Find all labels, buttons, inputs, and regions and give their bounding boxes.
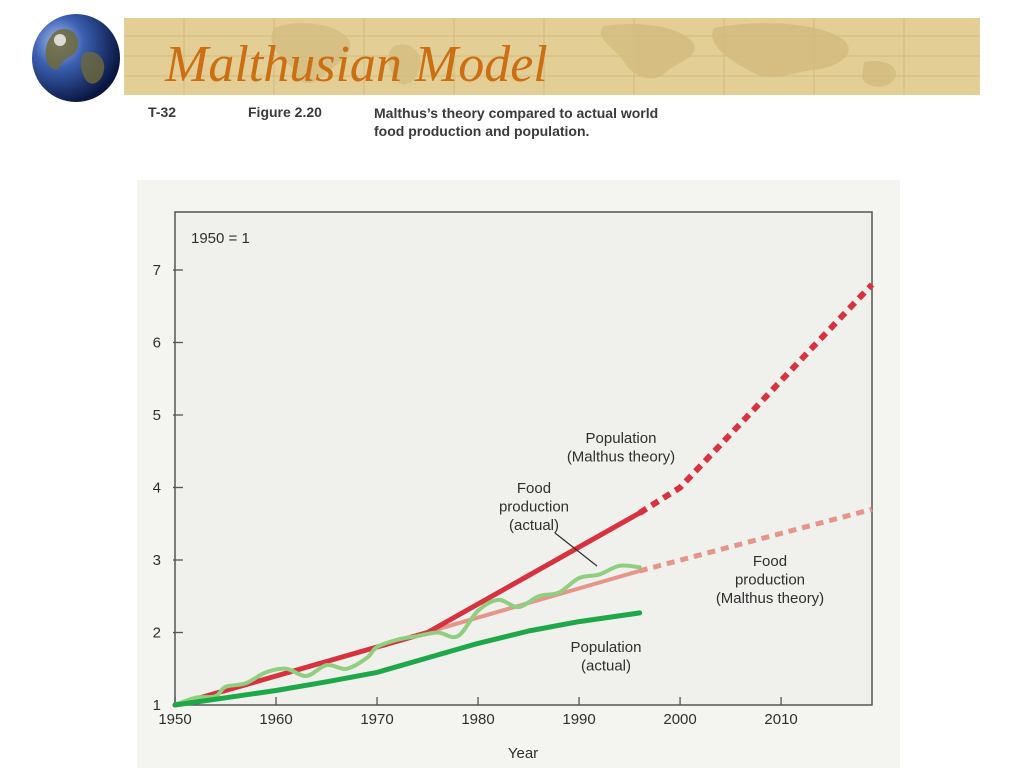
x-tick-label: 1960 bbox=[259, 711, 292, 728]
x-tick-label: 1990 bbox=[562, 711, 595, 728]
x-tick-label: 2000 bbox=[663, 711, 696, 728]
y-tick-label: 2 bbox=[153, 625, 161, 642]
plot-area bbox=[174, 211, 873, 706]
y-tick-label: 7 bbox=[153, 262, 161, 279]
series-label-line: Food bbox=[753, 553, 787, 570]
series-label-line: Population bbox=[571, 639, 642, 656]
x-tick-label: 1950 bbox=[158, 711, 191, 728]
series-projection-food_malthus bbox=[639, 506, 873, 574]
series-label-population_malthus: Population (Malthus theory) bbox=[567, 430, 675, 466]
y-tick-label: 3 bbox=[153, 552, 161, 569]
series-label-line: Population bbox=[586, 430, 657, 447]
figure-caption: Malthus’s theory compared to actual worl… bbox=[374, 104, 658, 140]
series-label-line: production bbox=[499, 499, 569, 516]
series-label-food_actual: Food production (actual) bbox=[499, 480, 569, 534]
x-tick-label: 2010 bbox=[764, 711, 797, 728]
series-projection-population_malthus bbox=[638, 282, 875, 516]
world-map-backdrop bbox=[124, 18, 980, 95]
y-tick-label: 1 bbox=[153, 697, 161, 714]
plot-note: 1950 = 1 bbox=[191, 230, 250, 247]
food-actual-leader-line bbox=[554, 532, 598, 567]
figure-number: Figure 2.20 bbox=[248, 104, 322, 120]
series-line-population_actual bbox=[172, 610, 643, 708]
series-label-line: (Malthus theory) bbox=[716, 590, 824, 607]
figure-code: T-32 bbox=[148, 104, 177, 120]
y-tick-label: 6 bbox=[153, 335, 161, 352]
series-line-food_actual bbox=[173, 563, 642, 707]
x-axis-label: Year bbox=[508, 745, 538, 762]
series-label-line: (actual) bbox=[581, 658, 631, 675]
series-label-food_malthus: Food production (Malthus theory) bbox=[716, 553, 824, 607]
y-tick-label: 5 bbox=[153, 407, 161, 424]
series-label-line: (actual) bbox=[509, 517, 559, 534]
figure-caption-line-2: food production and population. bbox=[374, 123, 590, 139]
y-tick-label: 4 bbox=[153, 480, 161, 497]
slide-title: Malthusian Model bbox=[165, 36, 548, 93]
series-label-population_actual: Population (actual) bbox=[571, 639, 642, 675]
x-tick-label: 1970 bbox=[360, 711, 393, 728]
title-banner bbox=[124, 18, 980, 95]
globe-icon bbox=[32, 14, 120, 102]
series-label-line: Food bbox=[517, 480, 551, 497]
series-label-line: (Malthus theory) bbox=[567, 449, 675, 466]
figure-caption-line-1: Malthus’s theory compared to actual worl… bbox=[374, 105, 659, 121]
x-tick-label: 1980 bbox=[461, 711, 494, 728]
series-label-line: production bbox=[735, 572, 805, 589]
